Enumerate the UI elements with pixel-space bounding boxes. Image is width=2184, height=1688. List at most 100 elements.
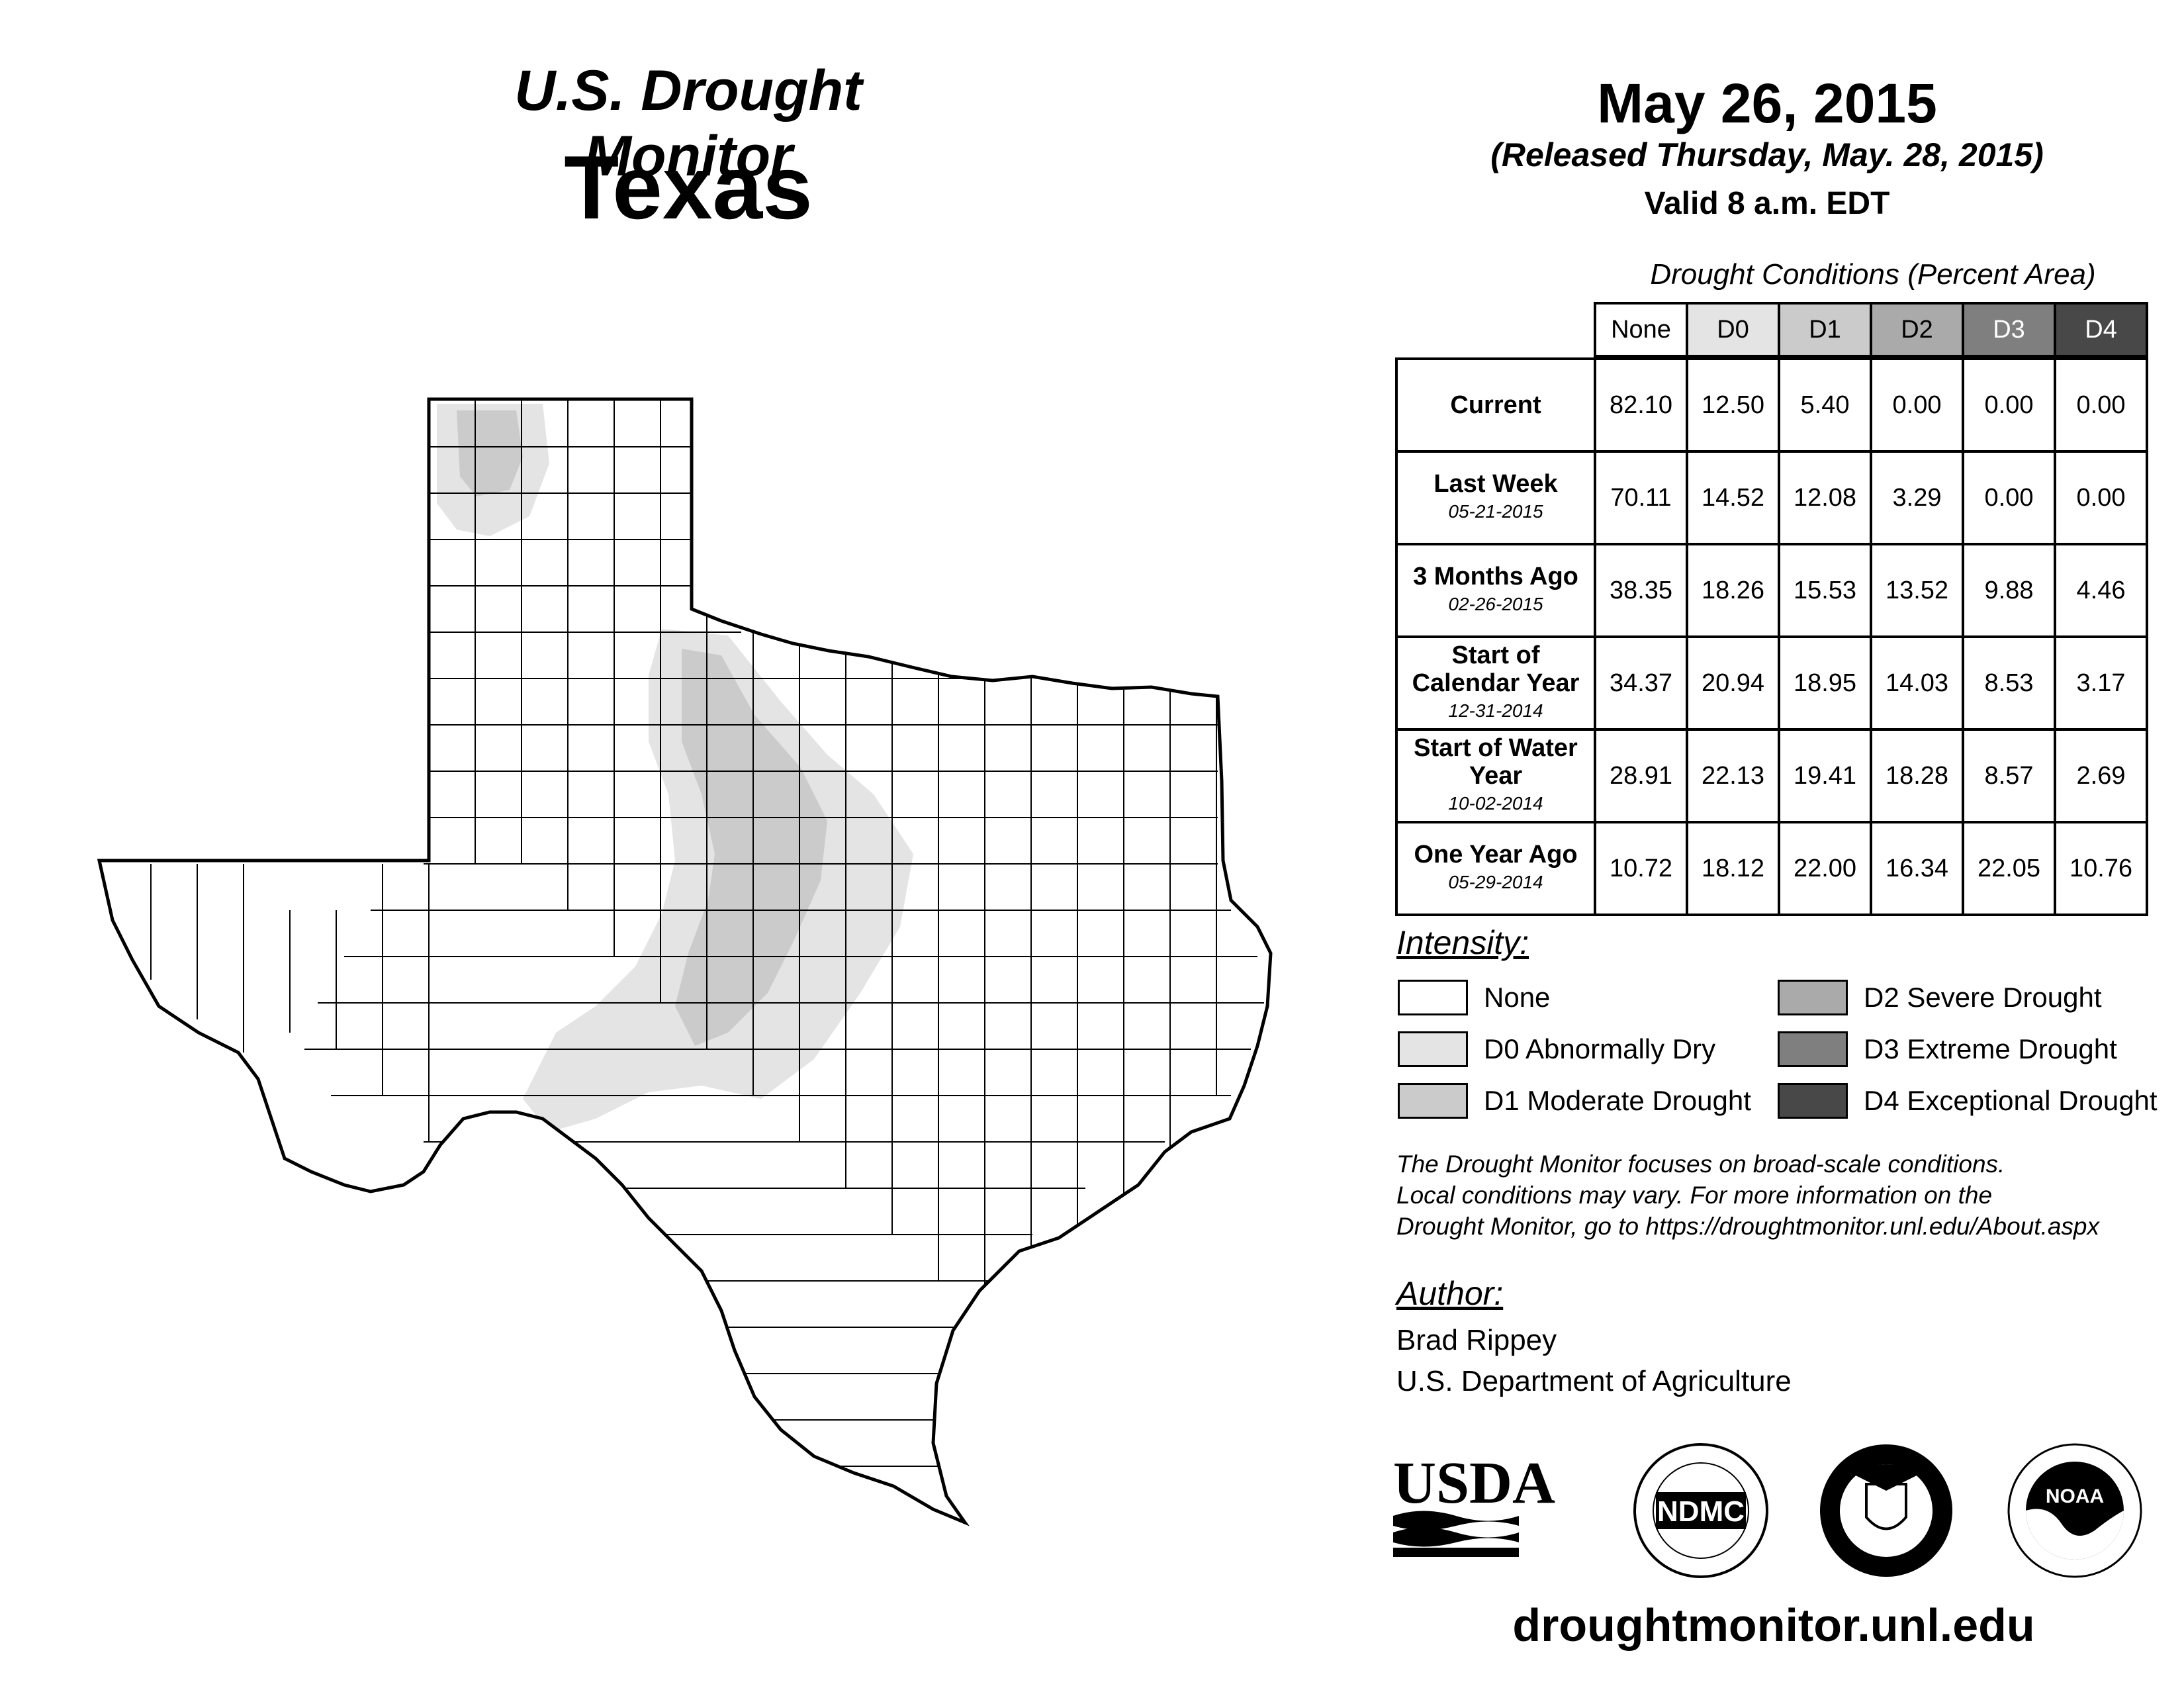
legend-item-d3: D3 Extreme Drought	[1778, 1031, 2117, 1067]
table-cell: 19.41	[1778, 728, 1872, 823]
table-cell: 8.57	[1962, 728, 2056, 823]
row-date: 05-29-2014	[1448, 872, 1543, 892]
table-cell: 82.10	[1594, 357, 1688, 453]
table-cell: 8.53	[1962, 635, 2056, 731]
author-name: Brad Rippey	[1396, 1324, 1557, 1356]
table-cell: 9.88	[1962, 543, 2056, 638]
legend-item-d0: D0 Abnormally Dry	[1398, 1031, 1715, 1067]
col-header-d1: D1	[1778, 302, 1872, 357]
table-cell: 18.28	[1870, 728, 1964, 823]
legend-item-none: None	[1398, 980, 1550, 1015]
row-label-text: 3 Months Ago	[1413, 563, 1578, 590]
usda-logo: USDA	[1393, 1450, 1555, 1557]
table-row: Last Week 05-21-2015 70.11 14.52 12.08 3.29 0.…	[1395, 450, 2148, 545]
d1-area-central	[675, 649, 827, 1046]
note-line: Drought Monitor, go to https://droughtmo…	[1396, 1213, 2099, 1240]
ndmc-logo: NDMC	[1633, 1443, 1768, 1578]
row-label-text: Start of Water Year	[1414, 734, 1578, 790]
row-label: One Year Ago 05-29-2014	[1395, 821, 1596, 916]
note-line: The Drought Monitor focuses on broad-sca…	[1396, 1150, 2005, 1178]
table-cell: 22.13	[1686, 728, 1780, 823]
table-row: Current 82.10 12.50 5.40 0.00 0.00 0.00	[1395, 357, 2148, 453]
legend-swatch-d1	[1398, 1083, 1468, 1119]
row-label-text: One Year Ago	[1414, 841, 1578, 868]
ndmc-logo-text: NDMC	[1657, 1495, 1745, 1528]
usda-logo-text: USDA	[1393, 1450, 1555, 1516]
row-label: 3 Months Ago 02-26-2015	[1395, 543, 1596, 638]
legend-swatch-d0	[1398, 1031, 1468, 1067]
d1-area-panhandle	[457, 410, 523, 496]
legend-item-d4: D4 Exceptional Drought	[1778, 1083, 2158, 1119]
note-line: Local conditions may vary. For more info…	[1396, 1182, 1993, 1209]
table-cell: 10.76	[2054, 821, 2148, 916]
valid-time: Valid 8 a.m. EDT	[1644, 186, 1890, 221]
release-date: (Released Thursday, May. 28, 2015)	[1490, 136, 2044, 173]
site-url[interactable]: droughtmonitor.unl.edu	[1512, 1599, 2035, 1651]
row-label-text: Current	[1450, 391, 1541, 419]
table-cell: 5.40	[1778, 357, 1872, 453]
legend-label-d4: D4 Exceptional Drought	[1864, 1085, 2158, 1116]
texas-outline	[97, 397, 1273, 1526]
col-header-d4: D4	[2054, 302, 2148, 357]
table-cell: 0.00	[1962, 357, 2056, 453]
legend-swatch-d4	[1778, 1083, 1848, 1119]
legend-label-d1: D1 Moderate Drought	[1484, 1085, 1751, 1116]
texas-map	[97, 397, 1273, 1526]
table-cell: 20.94	[1686, 635, 1780, 731]
table-cell: 22.00	[1778, 821, 1872, 916]
drought-conditions-table: None D0 D1 D2 D3 D4 Current 82.10 12.50 5.4…	[1395, 302, 2148, 916]
legend-label-none: None	[1484, 982, 1551, 1013]
row-date: 10-02-2014	[1448, 793, 1543, 814]
row-label-text: Last Week	[1433, 470, 1558, 498]
row-label: Start of Calendar Year 12-31-2014	[1395, 635, 1596, 731]
table-cell: 10.72	[1594, 821, 1688, 916]
legend-swatch-d2	[1778, 980, 1848, 1015]
col-header-d3: D3	[1962, 302, 2056, 357]
table-cell: 0.00	[1962, 450, 2056, 545]
legend-label-d2: D2 Severe Drought	[1864, 982, 2102, 1013]
table-cell: 0.00	[2054, 450, 2148, 545]
table-row: Start of Calendar Year 12-31-2014 34.37 20.…	[1395, 635, 2148, 731]
table-cell: 38.35	[1594, 543, 1688, 638]
table-cell: 70.11	[1594, 450, 1688, 545]
table-cell: 12.08	[1778, 450, 1872, 545]
legend-label-d0: D0 Abnormally Dry	[1484, 1033, 1716, 1064]
commerce-seal	[1820, 1444, 1952, 1577]
table-cell: 14.03	[1870, 635, 1964, 731]
table-cell: 18.26	[1686, 543, 1780, 638]
legend-title: Intensity:	[1396, 924, 1529, 961]
col-header-d0: D0	[1686, 302, 1780, 357]
table-row: One Year Ago 05-29-2014 10.72 18.12 22.00 16.…	[1395, 821, 2148, 916]
table-cell: 22.05	[1962, 821, 2056, 916]
table-cell: 3.17	[2054, 635, 2148, 731]
table-cell: 16.34	[1870, 821, 1964, 916]
author-title: Author:	[1396, 1275, 1504, 1312]
table-row: Start of Water Year 10-02-2014 28.91 22.13 1…	[1395, 728, 2148, 823]
legend-item-d2: D2 Severe Drought	[1778, 980, 2102, 1015]
row-date: 12-31-2014	[1448, 700, 1543, 721]
row-date: 02-26-2015	[1448, 594, 1543, 614]
row-date: 05-21-2015	[1448, 501, 1543, 522]
table-cell: 12.50	[1686, 357, 1780, 453]
table-cell: 34.37	[1594, 635, 1688, 731]
map-date: May 26, 2015	[1597, 72, 1937, 134]
table-cell: 15.53	[1778, 543, 1872, 638]
table-cell: 0.00	[1870, 357, 1964, 453]
noaa-logo: NOAA	[2007, 1443, 2142, 1578]
agency-logos: USDA NDMC NOAA	[1393, 1443, 2142, 1578]
disclaimer-note: The Drought Monitor focuses on broad-sca…	[1396, 1149, 2171, 1242]
map-title: U.S. Drought Monitor	[514, 59, 862, 188]
table-cell: 4.46	[2054, 543, 2148, 638]
col-header-d2: D2	[1870, 302, 1964, 357]
col-header-none: None	[1594, 302, 1688, 357]
table-cell: 18.12	[1686, 821, 1780, 916]
author-org: U.S. Department of Agriculture	[1396, 1365, 1792, 1397]
table-corner	[1396, 303, 1595, 356]
table-cell: 3.29	[1870, 450, 1964, 545]
table-cell: 13.52	[1870, 543, 1964, 638]
table-cell: 0.00	[2054, 357, 2148, 453]
row-label-text: Start of Calendar Year	[1412, 641, 1580, 697]
legend-label-d3: D3 Extreme Drought	[1864, 1033, 2117, 1064]
table-header-row: None D0 D1 D2 D3 D4	[1396, 302, 2148, 357]
row-label: Last Week 05-21-2015	[1395, 450, 1596, 545]
